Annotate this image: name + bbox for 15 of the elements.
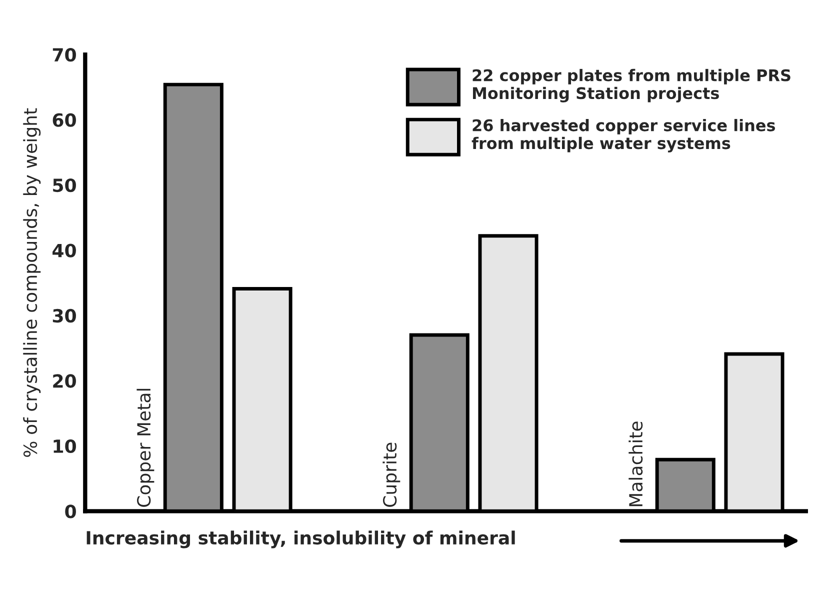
- y-tick-label: 0: [65, 504, 76, 518]
- legend-label: 26 harvested copper service lines from multiple water systems: [472, 118, 775, 152]
- y-tick-label: 20: [53, 374, 76, 388]
- y-axis-title: % of crystalline compounds, by weight: [23, 108, 41, 457]
- x-tick-label: Copper Metal: [136, 388, 154, 507]
- y-tick-label: 50: [53, 178, 76, 192]
- y-tick-label: 30: [52, 308, 76, 323]
- y-tick-label: 40: [52, 244, 76, 258]
- y-tick-label: 10: [54, 439, 76, 454]
- x-tick-label: Malachite: [628, 422, 643, 506]
- x-tick-label: Cuprite: [382, 442, 400, 507]
- y-tick-label: 60: [52, 113, 76, 127]
- x-axis-title: Increasing stability, insolubility of mineral: [86, 530, 515, 548]
- legend-label: 22 copper plates from multiple PRS Monitoring Station projects: [472, 68, 790, 102]
- y-tick-label: 70: [52, 48, 76, 62]
